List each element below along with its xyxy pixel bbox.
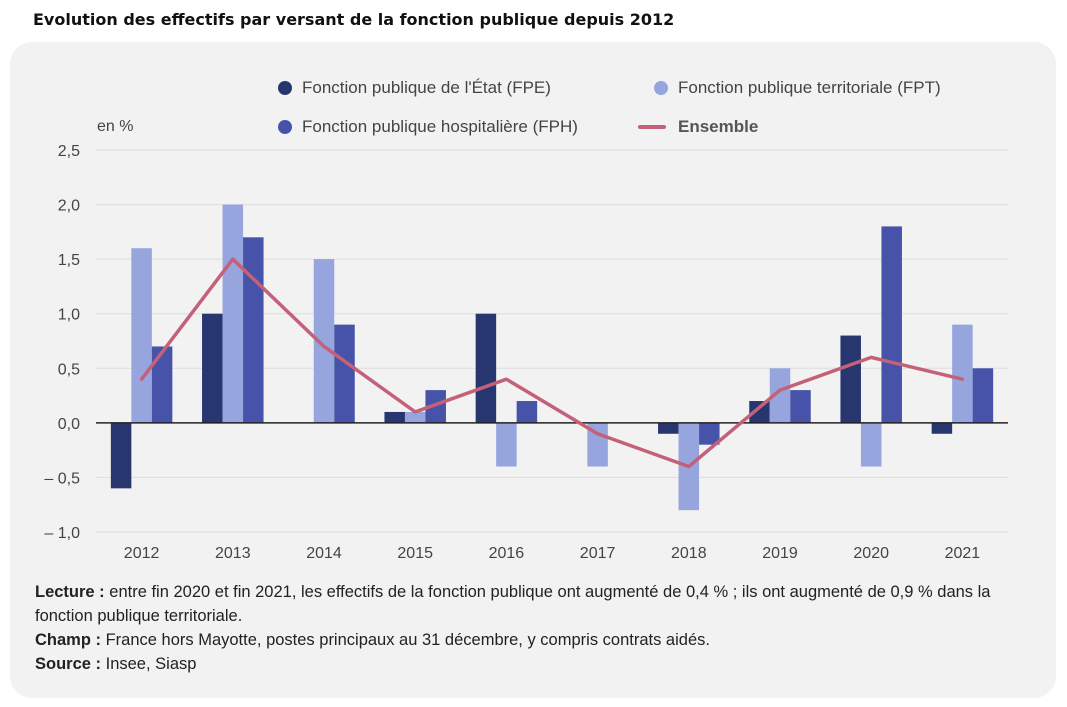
bar <box>972 368 994 423</box>
x-tick-label: 2018 <box>671 545 707 562</box>
note-lecture-text: entre fin 2020 et fin 2021, les effectif… <box>35 583 991 625</box>
y-axis-unit-label: en % <box>97 118 134 135</box>
bar <box>151 346 173 423</box>
note-lecture-label: Lecture : <box>35 583 105 601</box>
note-champ-text: France hors Mayotte, postes principaux a… <box>101 631 710 649</box>
y-tick-label: 0,5 <box>58 361 80 378</box>
note-champ-label: Champ : <box>35 631 101 649</box>
chart-notes: Lecture : entre fin 2020 et fin 2021, le… <box>35 580 1035 676</box>
bar <box>131 248 152 423</box>
bar <box>334 324 355 423</box>
y-tick-label: 1,5 <box>58 252 80 269</box>
bar <box>699 422 720 445</box>
bar <box>790 390 811 423</box>
y-tick-label: 0,0 <box>58 416 80 433</box>
bar <box>222 204 244 423</box>
x-tick-label: 2019 <box>762 545 798 562</box>
bar <box>243 237 264 423</box>
bar <box>313 259 335 423</box>
note-champ: Champ : France hors Mayotte, postes prin… <box>35 628 1035 652</box>
chart-title: Evolution des effectifs par versant de l… <box>33 10 675 29</box>
bar <box>475 313 497 423</box>
bar <box>952 324 973 423</box>
y-tick-label: 2,5 <box>58 143 80 160</box>
y-tick-label: 1,0 <box>58 307 80 324</box>
x-tick-label: 2021 <box>945 545 981 562</box>
bar <box>110 422 132 489</box>
bar <box>658 422 679 434</box>
x-tick-label: 2015 <box>397 545 433 562</box>
x-tick-label: 2013 <box>215 545 251 562</box>
bar <box>404 411 426 423</box>
bar <box>840 335 861 423</box>
bar <box>769 368 791 423</box>
bar <box>860 422 882 467</box>
y-tick-label: – 0,5 <box>44 470 80 487</box>
bar <box>496 422 517 467</box>
x-tick-label: 2016 <box>489 545 525 562</box>
x-tick-label: 2012 <box>124 545 160 562</box>
bar <box>384 411 405 423</box>
note-source-label: Source : <box>35 655 102 673</box>
bar <box>881 226 902 423</box>
note-source-text: Insee, Siasp <box>101 655 197 673</box>
bar <box>516 401 538 423</box>
x-tick-label: 2014 <box>306 545 342 562</box>
series-line-ensemble <box>139 257 965 469</box>
x-tick-label: 2017 <box>580 545 616 562</box>
x-tick-label: 2020 <box>853 545 889 562</box>
bar <box>202 313 223 423</box>
note-source: Source : Insee, Siasp <box>35 652 1035 676</box>
bar <box>749 401 770 423</box>
bar <box>425 390 446 423</box>
bar <box>931 422 953 434</box>
note-lecture: Lecture : entre fin 2020 et fin 2021, le… <box>35 580 1035 628</box>
y-tick-label: – 1,0 <box>44 525 80 542</box>
y-tick-label: 2,0 <box>58 198 80 215</box>
